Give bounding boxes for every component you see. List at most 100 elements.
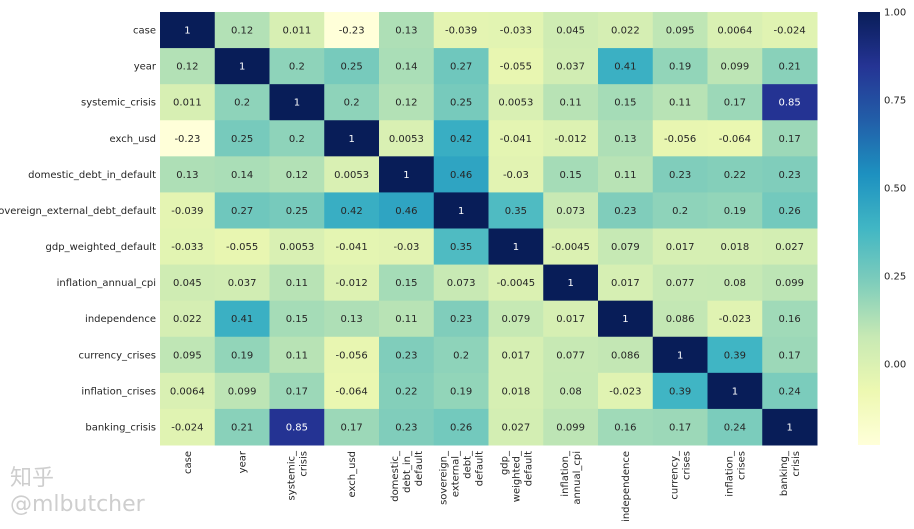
heatmap-cell xyxy=(707,12,763,49)
cell-value-label: 0.25 xyxy=(450,98,472,109)
y-tick-label: banking_crisis xyxy=(85,422,156,433)
cell-value-label: 0.018 xyxy=(502,386,531,397)
cell-value-label: 0.22 xyxy=(724,170,746,181)
cell-value-label: -0.055 xyxy=(500,62,532,73)
cell-value-label: 0.13 xyxy=(614,134,636,145)
heatmap-cell xyxy=(707,120,763,157)
cell-value-label: -0.23 xyxy=(174,134,200,145)
cell-value-label: 0.037 xyxy=(228,278,257,289)
heatmap-cell xyxy=(762,336,818,374)
heatmap-cell xyxy=(652,228,708,266)
heatmap-cell xyxy=(160,228,216,266)
cell-value-label: -0.033 xyxy=(171,242,203,253)
heatmap-cell xyxy=(652,264,708,302)
cell-value-label: 0.0053 xyxy=(279,242,314,253)
x-tick-label: banking_crisis xyxy=(779,450,802,496)
cell-value-label: 1 xyxy=(567,278,573,289)
heatmap-cell xyxy=(160,408,216,446)
cell-value-label: 0.85 xyxy=(286,422,308,433)
cell-value-label: 0.12 xyxy=(176,62,198,73)
cell-value-label: -0.03 xyxy=(503,170,529,181)
cell-value-label: 0.19 xyxy=(724,206,746,217)
heatmap-cell xyxy=(598,300,654,338)
cell-value-label: 0.11 xyxy=(286,278,308,289)
cell-value-label: 1 xyxy=(184,26,190,37)
cell-value-label: 0.17 xyxy=(340,422,362,433)
cell-value-label: 0.27 xyxy=(231,206,253,217)
cell-value-label: 0.011 xyxy=(283,26,312,37)
heatmap-cell xyxy=(379,264,435,302)
cell-value-label: 0.15 xyxy=(286,314,308,325)
cell-value-label: 0.14 xyxy=(395,62,417,73)
cell-value-label: -0.012 xyxy=(555,134,587,145)
heatmap-cell xyxy=(652,408,708,446)
heatmap-cell xyxy=(598,264,654,302)
cell-value-label: -0.041 xyxy=(336,242,368,253)
heatmap-cell xyxy=(762,120,818,157)
cell-value-label: 0.21 xyxy=(231,422,253,433)
cell-value-label: 0.0053 xyxy=(389,134,424,145)
cell-value-label: 0.13 xyxy=(395,26,417,37)
cell-value-label: 1 xyxy=(458,206,464,217)
cell-value-label: 1 xyxy=(239,62,245,73)
heatmap-cell xyxy=(598,228,654,266)
y-tick-label: inflation_annual_cpi xyxy=(57,278,156,289)
cell-value-label: -0.056 xyxy=(336,350,368,361)
cell-value-label: 1 xyxy=(622,314,628,325)
heatmap-cell xyxy=(707,372,763,410)
heatmap-cell xyxy=(707,156,763,193)
cell-value-label: 0.12 xyxy=(231,26,253,37)
heatmap-cell xyxy=(379,120,435,157)
cell-value-label: 0.17 xyxy=(778,350,800,361)
heatmap-cell xyxy=(762,48,818,85)
colorbar-tick-label: 0.75 xyxy=(884,96,906,107)
heatmap-cell xyxy=(652,156,708,193)
cell-value-label: 0.017 xyxy=(502,350,531,361)
cell-value-label: 0.11 xyxy=(669,98,691,109)
heatmap-cell xyxy=(543,300,599,338)
y-axis-tick-labels: case year systemic_crisis exch_usd domestic_… xyxy=(0,26,157,434)
cell-value-label: 0.17 xyxy=(669,422,691,433)
heatmap-cell xyxy=(324,48,380,85)
cell-value-label: 0.21 xyxy=(778,62,800,73)
x-tick-label: sovereign_external_debt_default xyxy=(439,450,486,505)
heatmap-cell xyxy=(269,156,325,193)
heatmap-cell xyxy=(598,336,654,374)
heatmap-cell xyxy=(269,48,325,85)
cell-value-label: 0.073 xyxy=(447,278,476,289)
cell-value-label: 0.25 xyxy=(286,206,308,217)
cell-value-label: 0.41 xyxy=(614,62,636,73)
cell-value-label: 0.027 xyxy=(502,422,531,433)
heatmap-cell xyxy=(324,228,380,266)
cell-value-label: 1 xyxy=(348,134,354,145)
cell-value-label: 0.2 xyxy=(289,134,305,145)
heatmap-cell xyxy=(160,84,216,121)
cell-value-label: 1 xyxy=(403,170,409,181)
x-tick-label: systemic_crisis xyxy=(286,450,309,500)
heatmap-cell xyxy=(707,192,763,229)
heatmap-cell xyxy=(762,372,818,410)
x-tick-label: year xyxy=(238,450,249,473)
cell-value-label: 0.017 xyxy=(666,242,695,253)
heatmap-cell xyxy=(324,192,380,229)
cell-value-label: 0.095 xyxy=(173,350,202,361)
cell-value-label: 0.099 xyxy=(721,62,750,73)
cell-value-label: 0.23 xyxy=(778,170,800,181)
cell-value-label: 0.11 xyxy=(614,170,636,181)
heatmap-cells: 1 0.12 0.011 -0.23 0.13 -0.039 -0.033 0.045 0.02… xyxy=(160,12,818,446)
heatmap-cell xyxy=(652,84,708,121)
heatmap-cell xyxy=(652,372,708,410)
heatmap-cell xyxy=(488,12,544,49)
cell-value-label: 1 xyxy=(732,386,738,397)
heatmap-cell xyxy=(598,48,654,85)
heatmap-cell xyxy=(324,12,380,49)
cell-value-label: -0.0045 xyxy=(551,242,590,253)
heatmap-cell xyxy=(214,192,270,229)
x-tick-label: exch_usd xyxy=(347,451,358,497)
cell-value-label: -0.0045 xyxy=(497,278,536,289)
cell-value-label: 0.0053 xyxy=(334,170,369,181)
heatmap-cell xyxy=(160,120,216,157)
heatmap-cell xyxy=(762,192,818,229)
heatmap-cell xyxy=(543,336,599,374)
heatmap-cell xyxy=(652,192,708,229)
